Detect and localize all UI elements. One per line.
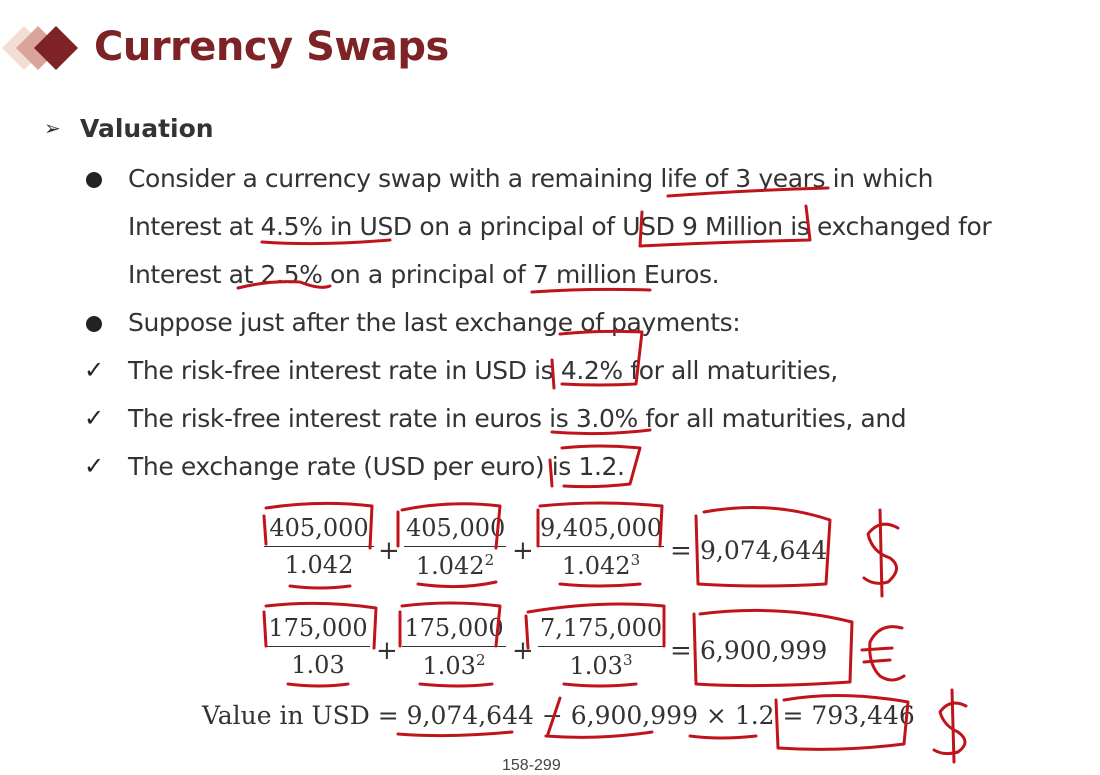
bullet-dot-icon <box>86 172 102 188</box>
numerator: 405,000 <box>404 514 506 547</box>
text-line-3: Interest at 2.5% on a principal of 7 mil… <box>128 260 720 289</box>
eur-fraction-1: 175,000 1.03 <box>266 614 370 679</box>
numerator: 175,000 <box>402 614 506 647</box>
denominator: 1.033 <box>569 651 633 680</box>
text-line-7: The exchange rate (USD per euro) is 1.2. <box>128 452 625 481</box>
value-label: Value in USD = <box>202 701 399 730</box>
denominator: 1.0422 <box>415 551 495 580</box>
equals-sign: = <box>670 536 692 566</box>
denominator: 1.03 <box>291 651 345 679</box>
times-rate: × 1.2 = <box>705 701 804 730</box>
denominator: 1.032 <box>422 651 486 680</box>
usd-pv-result: 9,074,644 <box>700 536 828 565</box>
equals-sign: = <box>670 636 692 666</box>
plus-sign: + <box>512 636 534 666</box>
page-title: Currency Swaps <box>94 24 449 70</box>
text-line-4: Suppose just after the last exchange of … <box>128 308 741 337</box>
minus-sign: − <box>541 701 563 730</box>
section-label: Valuation <box>80 114 214 143</box>
numerator: 7,175,000 <box>538 614 664 647</box>
bullet-dot-icon <box>86 316 102 332</box>
swap-value-result: 793,446 <box>811 701 915 730</box>
section-heading: ➢ Valuation <box>44 114 214 143</box>
page-number: 158-299 <box>502 757 561 774</box>
value-equation: Value in USD = 9,074,644 − 6,900,999 × 1… <box>202 701 915 730</box>
eur-fraction-3: 7,175,000 1.033 <box>538 614 664 680</box>
check-icon: ✓ <box>84 357 105 384</box>
eur-pv-result: 6,900,999 <box>700 636 828 665</box>
diamond-logo-icon <box>2 26 78 70</box>
text-line-6: The risk-free interest rate in euros is … <box>128 404 907 433</box>
usd-fraction-2: 405,000 1.0422 <box>404 514 506 580</box>
denominator: 1.0423 <box>561 551 641 580</box>
value-usd-pv: 9,074,644 <box>406 701 534 730</box>
plus-sign: + <box>376 636 398 666</box>
plus-sign: + <box>512 536 534 566</box>
numerator: 9,405,000 <box>538 514 664 547</box>
usd-fraction-3: 9,405,000 1.0423 <box>538 514 664 580</box>
numerator: 405,000 <box>264 514 374 547</box>
text-line-2: Interest at 4.5% in USD on a principal o… <box>128 212 992 241</box>
plus-sign: + <box>378 536 400 566</box>
arrow-bullet-icon: ➢ <box>44 116 61 140</box>
text-line-1: Consider a currency swap with a remainin… <box>128 164 934 193</box>
text-line-5: The risk-free interest rate in USD is 4.… <box>128 356 838 385</box>
check-icon: ✓ <box>84 453 105 480</box>
numerator: 175,000 <box>266 614 370 647</box>
check-icon: ✓ <box>84 405 105 432</box>
eur-fraction-2: 175,000 1.032 <box>402 614 506 680</box>
usd-fraction-1: 405,000 1.042 <box>264 514 374 579</box>
denominator: 1.042 <box>284 551 354 579</box>
value-eur-pv: 6,900,999 <box>570 701 698 730</box>
